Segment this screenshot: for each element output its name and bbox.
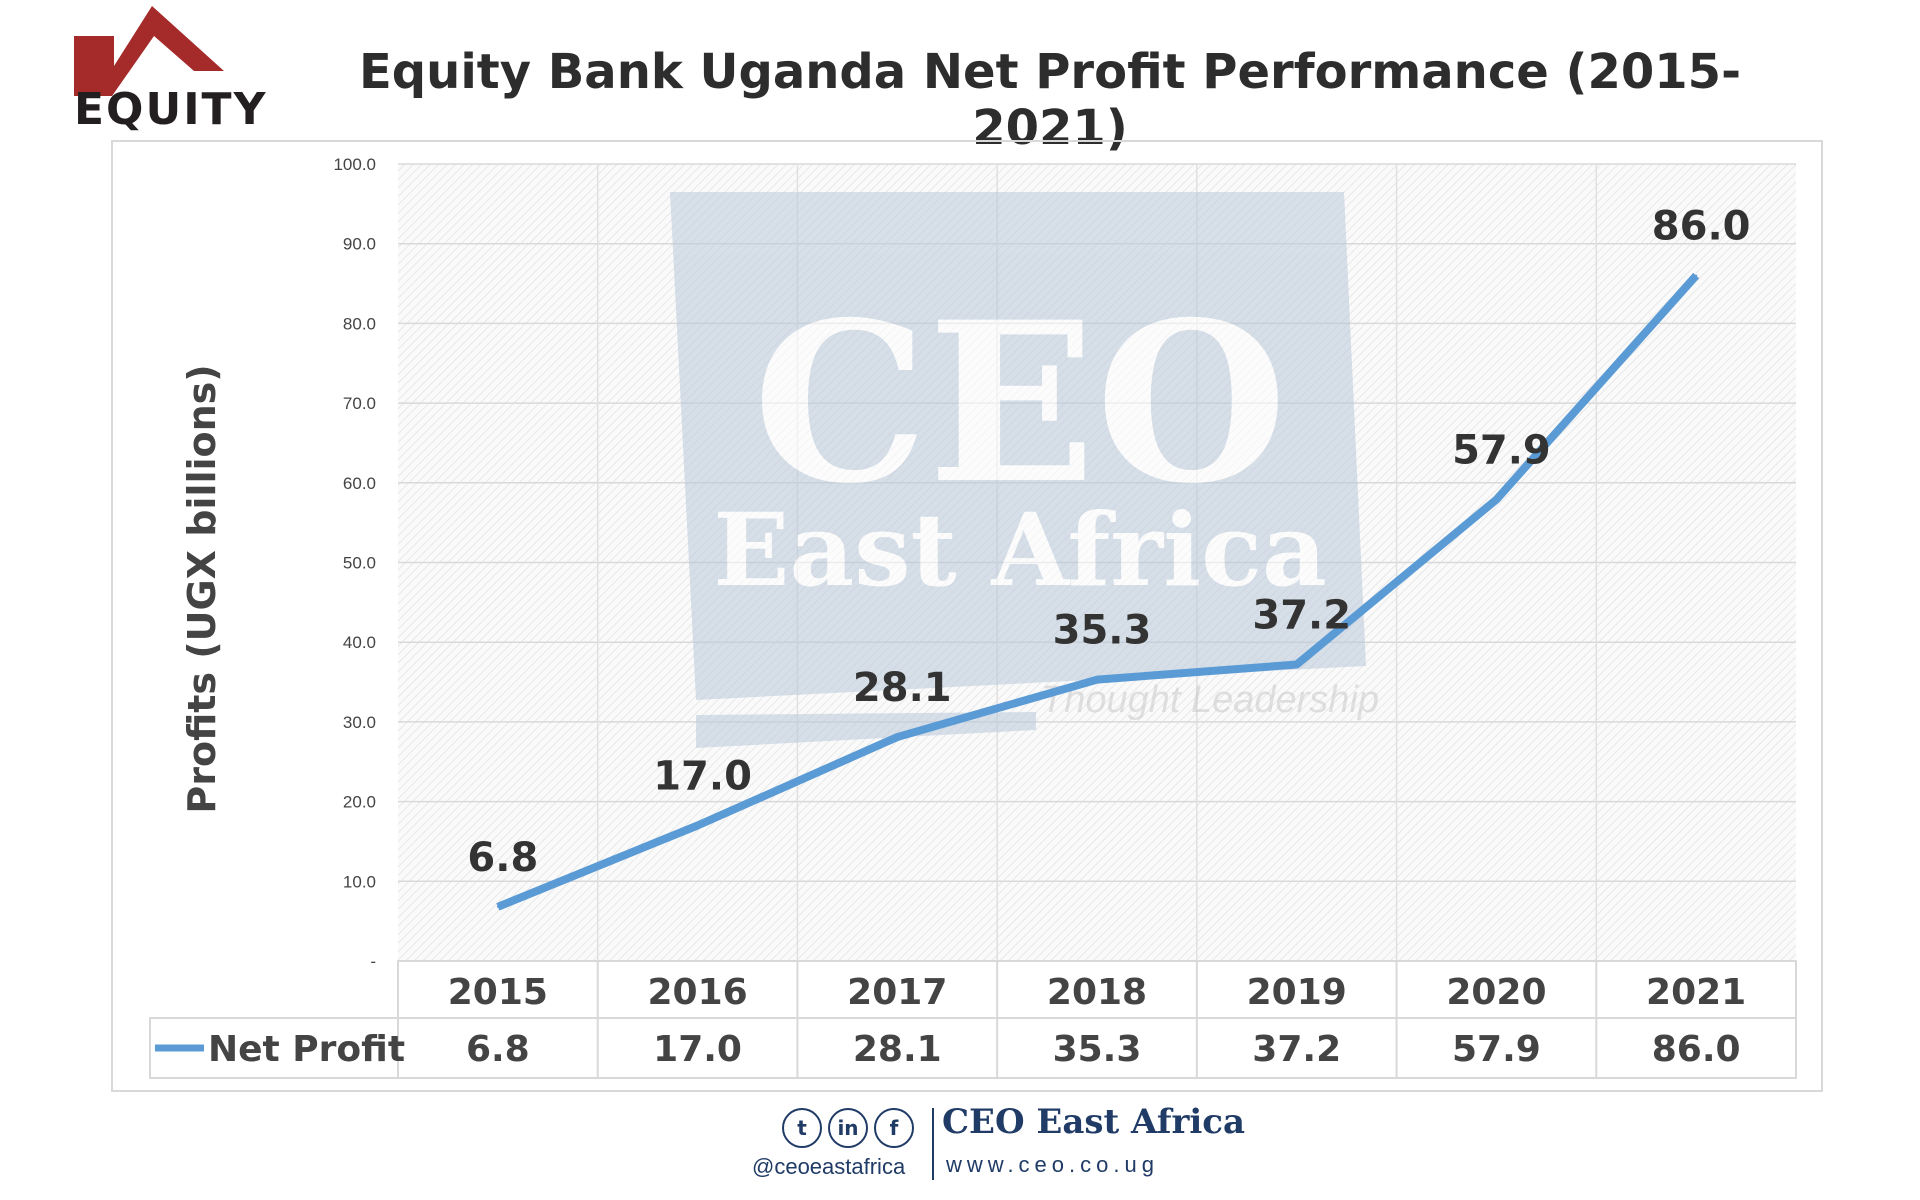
table-value: 57.9 — [1452, 1029, 1541, 1070]
social-handle[interactable]: @ceoeastafrica — [752, 1154, 906, 1179]
y-tick-label: 50.0 — [343, 554, 376, 573]
x-category-label: 2016 — [647, 972, 747, 1013]
x-category-label: 2017 — [847, 972, 947, 1013]
footer-brand: CEO East Africa — [942, 1102, 1246, 1142]
table-value: 6.8 — [466, 1029, 530, 1070]
y-tick-label: 10.0 — [343, 872, 376, 891]
table-value: 28.1 — [853, 1029, 942, 1070]
equity-logo-text: EQUITY — [74, 84, 268, 135]
legend-label: Net Profit — [208, 1029, 405, 1070]
data-point — [496, 905, 499, 908]
data-point — [1295, 663, 1298, 666]
data-label: 6.8 — [467, 835, 538, 881]
y-tick-label: 60.0 — [343, 474, 376, 493]
y-tick-label: 30.0 — [343, 713, 376, 732]
footer: t in f @ceoeastafrica CEO East Africa ww… — [0, 1100, 1920, 1200]
x-category-label: 2015 — [448, 972, 548, 1013]
twitter-icon[interactable]: t — [782, 1108, 822, 1148]
data-label: 37.2 — [1252, 593, 1351, 639]
data-label: 57.9 — [1452, 428, 1551, 474]
footer-website[interactable]: www.ceo.co.ug — [946, 1152, 1159, 1177]
data-point — [1695, 274, 1698, 277]
facebook-icon[interactable]: f — [874, 1108, 914, 1148]
data-point — [1096, 678, 1098, 681]
y-tick-label: 40.0 — [343, 633, 376, 652]
y-tick-label: 80.0 — [343, 314, 376, 333]
svg-text:CEO: CEO — [753, 273, 1287, 532]
table-value: 37.2 — [1252, 1029, 1341, 1070]
data-label: 35.3 — [1053, 608, 1152, 654]
y-tick-label: - — [370, 952, 376, 971]
svg-text:East Africa: East Africa — [713, 491, 1327, 609]
data-point — [896, 736, 899, 739]
watermark: CEO East Africa Thought Leadership — [670, 192, 1379, 748]
data-label: 17.0 — [653, 754, 752, 800]
y-tick-label: 70.0 — [343, 394, 376, 413]
equity-logo-roof — [74, 6, 224, 96]
chart-frame — [111, 140, 1823, 1092]
x-category-label: 2020 — [1446, 972, 1546, 1013]
y-tick-label: 90.0 — [343, 235, 376, 254]
x-category-label: 2019 — [1247, 972, 1347, 1013]
x-category-label: 2021 — [1646, 972, 1746, 1013]
table-value: 35.3 — [1053, 1029, 1142, 1070]
y-axis-label: Profits (UGX billions) — [180, 364, 224, 813]
linkedin-icon[interactable]: in — [828, 1108, 868, 1148]
x-category-label: 2018 — [1047, 972, 1147, 1013]
svg-text:Thought Leadership: Thought Leadership — [1041, 679, 1379, 721]
chart-title: Equity Bank Uganda Net Profit Performanc… — [359, 44, 1741, 156]
table-value: 86.0 — [1652, 1029, 1741, 1070]
data-label: 28.1 — [853, 665, 952, 711]
table-value: 17.0 — [653, 1029, 742, 1070]
y-tick-label: 100.0 — [333, 155, 376, 174]
data-label: 86.0 — [1652, 204, 1751, 250]
data-point — [1495, 498, 1498, 501]
y-tick-label: 20.0 — [343, 793, 376, 812]
data-point — [696, 824, 699, 827]
footer-divider — [932, 1108, 934, 1180]
